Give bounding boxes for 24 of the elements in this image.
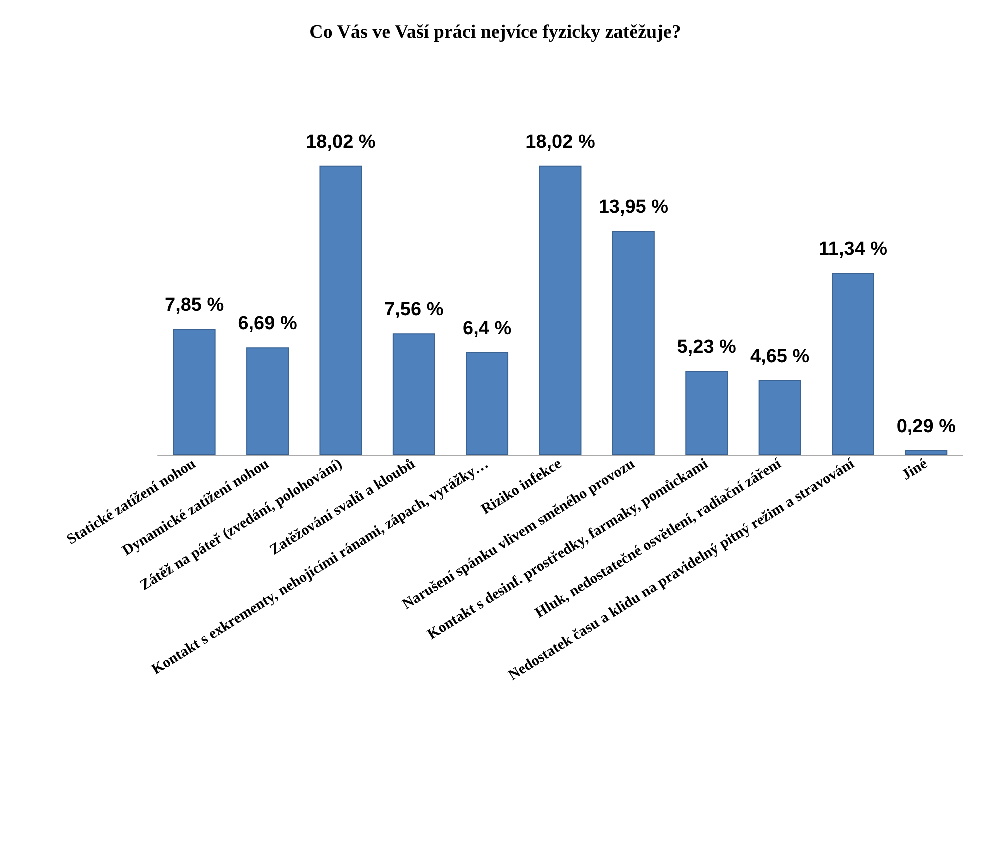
bar xyxy=(539,166,582,455)
data-label: 5,23 % xyxy=(677,337,737,358)
bar xyxy=(246,348,289,455)
x-tick-label: Jiné xyxy=(900,456,931,484)
bar xyxy=(392,334,436,455)
bar xyxy=(686,371,728,455)
data-label: 11,34 % xyxy=(818,239,888,260)
data-label: 6,69 % xyxy=(238,314,298,335)
bar xyxy=(832,273,874,455)
bar xyxy=(612,231,655,455)
bar xyxy=(173,329,216,455)
bar xyxy=(758,380,802,455)
data-label: 6,4 % xyxy=(463,318,512,340)
bar xyxy=(466,352,509,455)
data-label: 18,02 % xyxy=(306,132,376,153)
data-label: 7,56 % xyxy=(384,300,444,321)
bar xyxy=(905,450,948,455)
data-label: 0,29 % xyxy=(896,416,956,438)
data-label: 18,02 % xyxy=(526,132,596,153)
data-label: 7,85 % xyxy=(165,295,224,316)
chart-title: Co Vás ve Vaší práci nejvíce fyzicky zatěžuje? xyxy=(310,22,682,43)
bar xyxy=(320,166,362,455)
data-label: 4,65 % xyxy=(750,346,810,368)
data-label: 13,95 % xyxy=(598,197,669,218)
